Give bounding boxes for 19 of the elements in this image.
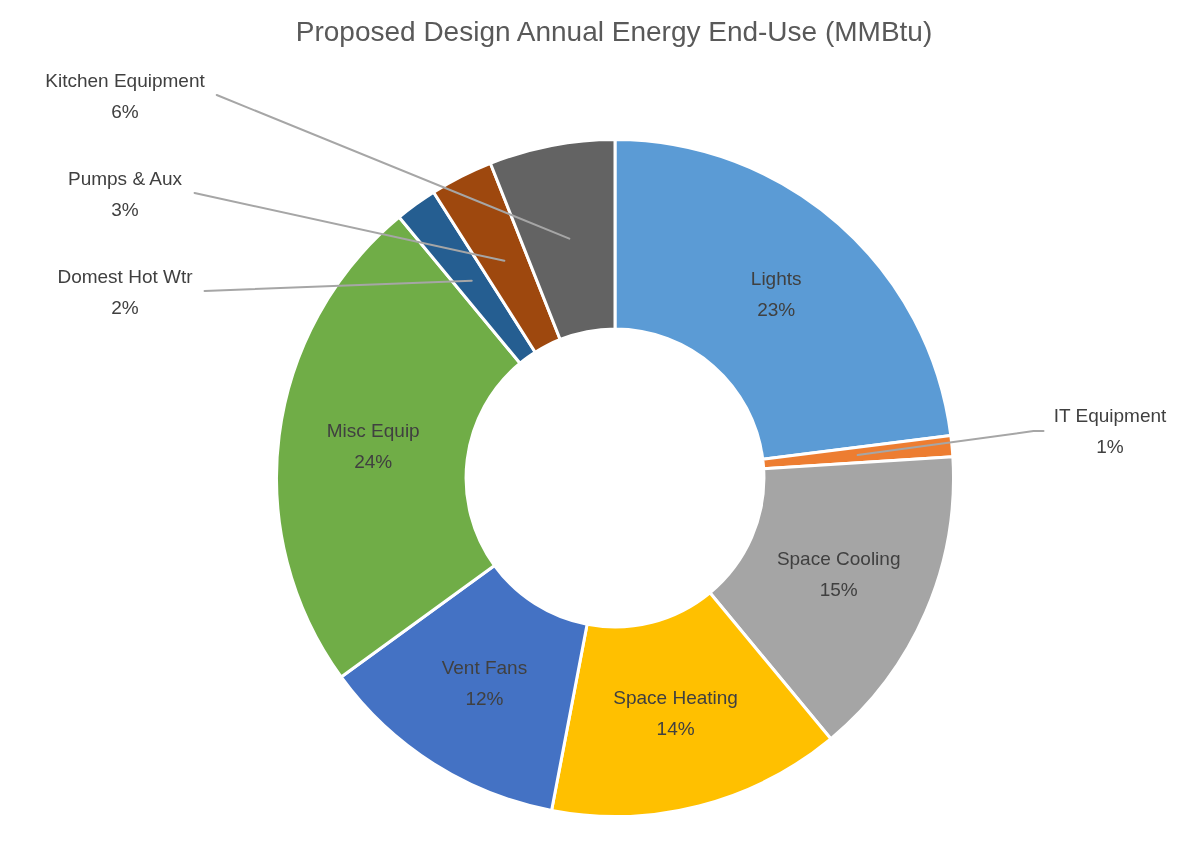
data-label: 12% [465,687,504,709]
data-label: 2% [111,297,139,319]
data-label: 23% [757,298,796,320]
slice-label: Space Cooling [776,547,901,569]
slice-label: Vent Fans [441,656,528,678]
chart-title: Proposed Design Annual Energy End-Use (MMBtu) [295,15,933,47]
data-label: 15% [819,578,858,600]
data-label: 24% [354,451,393,473]
slice-label: Kitchen Equipment [45,70,206,92]
slice-label: Pumps & Aux [67,168,183,190]
slice-label: Lights [750,267,802,289]
data-label: 1% [1096,436,1124,458]
slice-label: Misc Equip [326,420,420,442]
slice-label: Domest Hot Wtr [57,266,194,288]
data-label: 3% [111,199,139,221]
slice-label: Space Heating [613,686,738,708]
data-label: 14% [656,717,695,739]
data-label: 6% [111,101,139,123]
slice-label: IT Equipment [1053,405,1168,427]
